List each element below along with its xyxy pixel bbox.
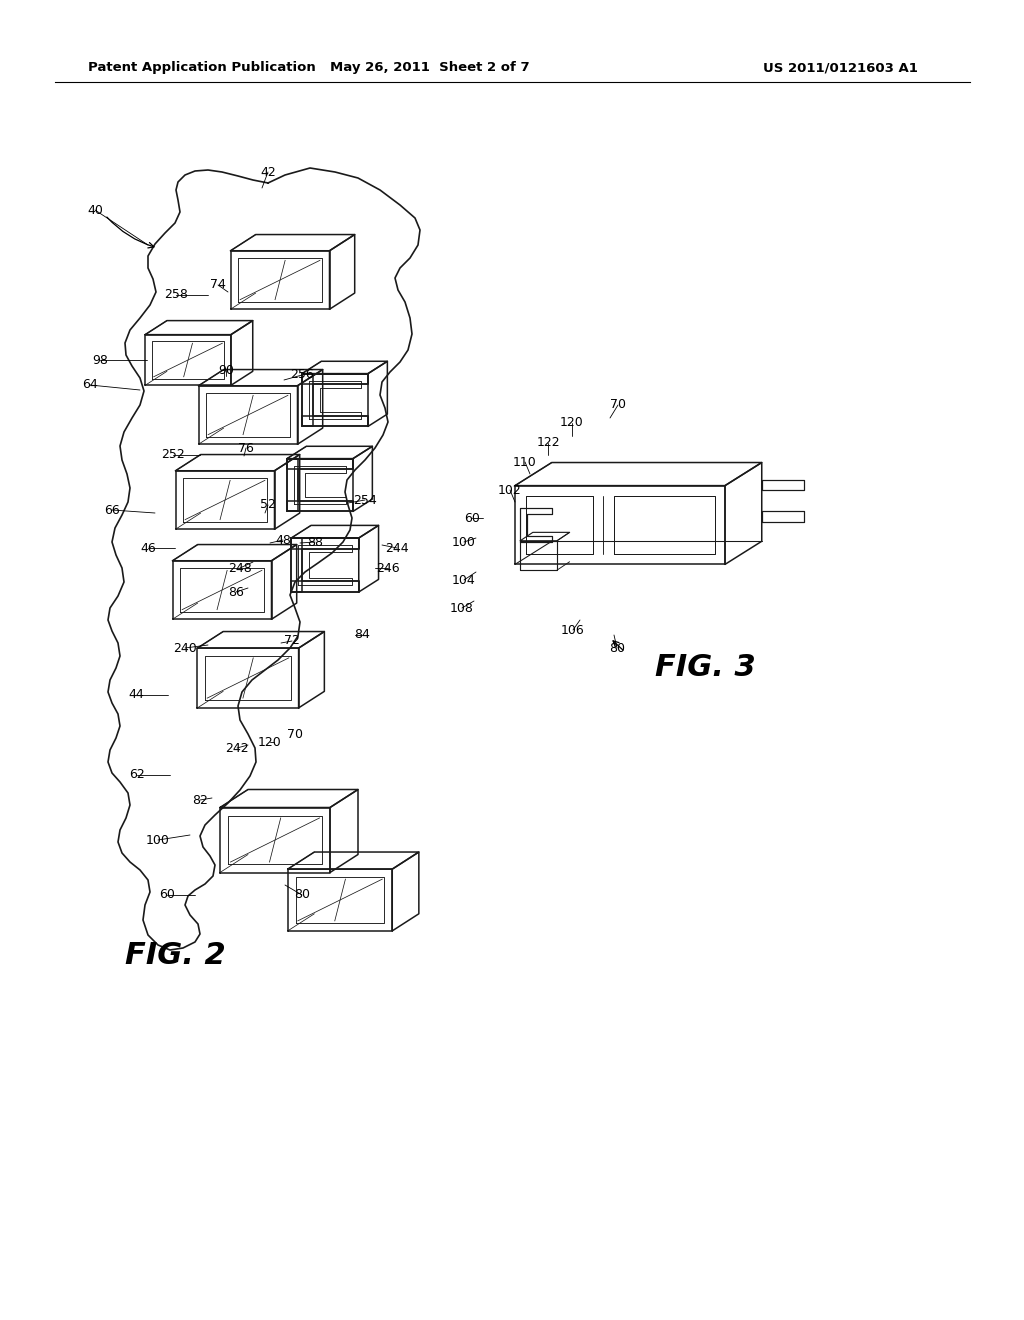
Text: 252: 252: [161, 449, 185, 462]
Text: Patent Application Publication: Patent Application Publication: [88, 62, 315, 74]
Text: 46: 46: [140, 541, 156, 554]
Text: 254: 254: [353, 494, 377, 507]
Text: 60: 60: [159, 888, 175, 902]
Text: 52: 52: [260, 499, 275, 511]
Text: 98: 98: [92, 354, 108, 367]
Text: 242: 242: [225, 742, 249, 755]
Text: 258: 258: [164, 289, 188, 301]
Text: 72: 72: [284, 635, 300, 648]
Text: 70: 70: [610, 399, 626, 412]
Text: 76: 76: [238, 441, 254, 454]
Text: 80: 80: [294, 888, 310, 902]
Text: 84: 84: [354, 628, 370, 642]
Text: 120: 120: [560, 417, 584, 429]
Text: 82: 82: [193, 793, 208, 807]
Text: 60: 60: [464, 511, 480, 524]
Text: 70: 70: [287, 729, 303, 742]
Text: 108: 108: [451, 602, 474, 615]
Text: 100: 100: [452, 536, 476, 549]
Text: US 2011/0121603 A1: US 2011/0121603 A1: [763, 62, 918, 74]
Text: FIG. 2: FIG. 2: [125, 940, 225, 969]
Text: 90: 90: [218, 363, 233, 376]
Text: 122: 122: [537, 437, 560, 450]
Text: 102: 102: [498, 483, 522, 496]
Text: 110: 110: [513, 455, 537, 469]
Text: 80: 80: [609, 642, 625, 655]
Text: 246: 246: [376, 561, 399, 574]
Text: 62: 62: [129, 768, 144, 781]
Text: 88: 88: [307, 536, 323, 549]
Text: May 26, 2011  Sheet 2 of 7: May 26, 2011 Sheet 2 of 7: [330, 62, 529, 74]
Text: 120: 120: [258, 735, 282, 748]
Text: 66: 66: [104, 503, 120, 516]
Text: 256: 256: [290, 368, 314, 381]
Text: FIG. 3: FIG. 3: [654, 653, 756, 682]
Text: 40: 40: [87, 203, 103, 216]
Text: 240: 240: [173, 642, 197, 655]
Text: 44: 44: [128, 689, 144, 701]
Text: 248: 248: [228, 561, 252, 574]
Text: 42: 42: [260, 165, 275, 178]
Text: 64: 64: [82, 379, 98, 392]
Text: 74: 74: [210, 279, 226, 292]
Text: 106: 106: [561, 623, 585, 636]
Text: 104: 104: [453, 573, 476, 586]
Text: 100: 100: [146, 833, 170, 846]
Text: 48: 48: [275, 533, 291, 546]
Text: 86: 86: [228, 586, 244, 598]
Text: 244: 244: [385, 541, 409, 554]
